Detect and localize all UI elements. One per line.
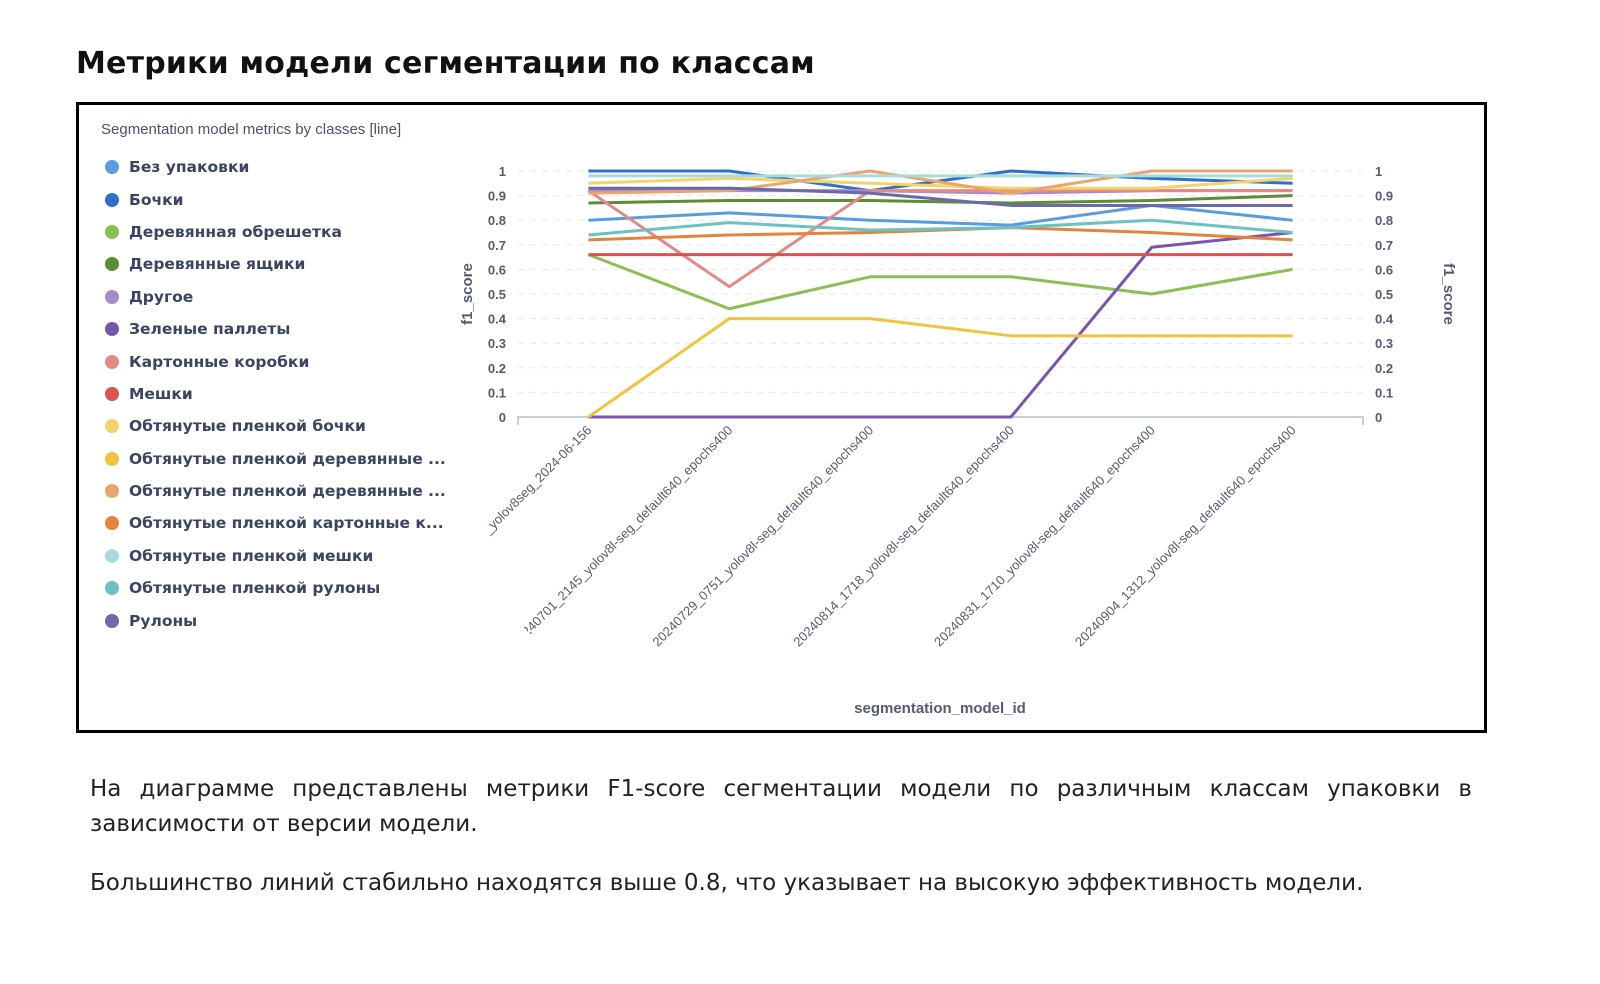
legend-label: Зеленые паллеты bbox=[129, 320, 291, 339]
series-line bbox=[587, 253, 1293, 311]
legend-label: Обтянутые пленкой мешки bbox=[129, 546, 374, 565]
chart-title: Segmentation model metrics by classes [l… bbox=[101, 121, 402, 138]
paragraph-conclusion: Большинство линий стабильно находятся вы… bbox=[90, 870, 1364, 896]
y-right-tick-label: 0.2 bbox=[1375, 361, 1393, 376]
legend-dot-icon bbox=[105, 386, 119, 401]
y-right-tick-label: 0.4 bbox=[1375, 312, 1394, 327]
legend-item[interactable]: Деревянная обрешетка bbox=[103, 216, 446, 248]
page-title: Метрики модели сегментации по классам bbox=[76, 46, 815, 81]
legend-item[interactable]: Обтянутые пленкой бочки bbox=[103, 410, 446, 442]
series-line bbox=[587, 189, 1293, 289]
legend-item[interactable]: Зеленые паллеты bbox=[103, 313, 446, 345]
legend-item[interactable]: Деревянные ящики bbox=[103, 248, 446, 280]
series-line bbox=[588, 186, 1293, 207]
legend-label: Мешки bbox=[129, 384, 193, 403]
legend-dot-icon bbox=[105, 192, 119, 207]
legend-dot-icon bbox=[105, 548, 119, 563]
series-line bbox=[588, 169, 1293, 195]
x-tick-label: 20240701_2145_yolov8l-seg_default640_epo… bbox=[509, 423, 736, 650]
series-line bbox=[588, 218, 1293, 237]
chart-card: Segmentation model metrics by classes [l… bbox=[76, 102, 1487, 733]
legend-dot-icon bbox=[105, 419, 119, 434]
legend-dot-icon bbox=[105, 257, 119, 272]
y-right-tick-label: 0.7 bbox=[1375, 238, 1393, 253]
legend-dot-icon bbox=[105, 484, 119, 499]
legend-dot-icon bbox=[105, 516, 119, 531]
y-tick-label: 0.6 bbox=[488, 262, 506, 277]
y-right-tick-label: 0.6 bbox=[1375, 262, 1393, 277]
y-right-tick-label: 1 bbox=[1375, 164, 1382, 179]
legend-dot-icon bbox=[105, 581, 119, 596]
y-tick-label: 1 bbox=[499, 164, 506, 179]
legend-dot-icon bbox=[105, 160, 119, 175]
series-line bbox=[587, 317, 1293, 419]
legend-label: Обтянутые пленкой рулоны bbox=[129, 579, 381, 598]
y-right-tick-label: 0.1 bbox=[1375, 385, 1393, 400]
x-tick-label: 20240814_1718_yolov8l-seg_default640_epo… bbox=[790, 423, 1017, 650]
legend-item[interactable]: Обтянутые пленкой мешки bbox=[103, 540, 446, 572]
y-tick-label: 0.9 bbox=[488, 189, 506, 204]
y-tick-label: 0.5 bbox=[488, 287, 506, 302]
y-tick-label: 0 bbox=[499, 410, 506, 425]
legend-item[interactable]: Без упаковки bbox=[103, 151, 446, 183]
y-tick-label: 0.3 bbox=[488, 336, 506, 351]
y-tick-label: 0.2 bbox=[488, 361, 506, 376]
legend-label: Деревянные ящики bbox=[129, 255, 306, 274]
y-right-tick-label: 0.8 bbox=[1375, 213, 1393, 228]
y-tick-label: 0.8 bbox=[488, 213, 506, 228]
legend-item[interactable]: Обтянутые пленкой картонные к... bbox=[103, 507, 446, 539]
x-axis-title: segmentation_model_id bbox=[854, 700, 1026, 717]
legend-label: Деревянная обрешетка bbox=[129, 222, 342, 241]
legend: Без упаковки Бочки Деревянная обрешетка Дер… bbox=[103, 151, 446, 637]
legend-label: Обтянутые пленкой деревянные ... bbox=[129, 449, 446, 468]
legend-item[interactable]: Обтянутые пленкой деревянные ... bbox=[103, 475, 446, 507]
legend-item[interactable]: Обтянутые пленкой рулоны bbox=[103, 572, 446, 604]
y-axis-title-right: f1_score bbox=[1440, 263, 1457, 325]
legend-dot-icon bbox=[105, 354, 119, 369]
line-chart: 0 0 0.1 0.1 0.2 0.2 0.3 0.3 0.4 0.4 0.5 0.5 0.6 0.6 0.… bbox=[459, 164, 1457, 717]
y-right-tick-label: 0.5 bbox=[1375, 287, 1393, 302]
legend-label: Обтянутые пленкой бочки bbox=[129, 417, 366, 436]
y-axis-title: f1_score bbox=[459, 263, 476, 325]
x-tick-label: 20240831_1710_yolov8l-seg_default640_epo… bbox=[931, 423, 1158, 650]
legend-dot-icon bbox=[105, 289, 119, 304]
legend-label: Бочки bbox=[129, 190, 184, 209]
y-right-tick-label: 0 bbox=[1375, 410, 1382, 425]
legend-item[interactable]: Бочки bbox=[103, 183, 446, 215]
legend-item[interactable]: Картонные коробки bbox=[103, 345, 446, 377]
x-tick-label: 20240904_1312_yolov8l-seg_default640_epo… bbox=[1072, 423, 1299, 650]
legend-item[interactable]: Рулоны bbox=[103, 604, 446, 636]
legend-label: Другое bbox=[129, 287, 194, 306]
legend-item[interactable]: Обтянутые пленкой деревянные ... bbox=[103, 443, 446, 475]
y-right-tick-label: 0.9 bbox=[1375, 189, 1393, 204]
series-line bbox=[588, 194, 1293, 205]
legend-dot-icon bbox=[105, 451, 119, 466]
legend-dot-icon bbox=[105, 322, 119, 337]
legend-label: Рулоны bbox=[129, 611, 198, 630]
series-line bbox=[588, 231, 1293, 419]
paragraph-description: На диаграмме представлены метрики F1-sco… bbox=[90, 776, 1472, 837]
y-tick-label: 0.4 bbox=[488, 312, 507, 327]
legend-label: Картонные коробки bbox=[129, 352, 310, 371]
legend-dot-icon bbox=[105, 224, 119, 239]
legend-label: Обтянутые пленкой картонные к... bbox=[129, 514, 444, 533]
series-line bbox=[588, 176, 1293, 190]
x-tick-label: 20240729_0751_yolov8l-seg_default640_epo… bbox=[649, 423, 876, 650]
x-tick-label: ata_yolov8seg_2024-06-156 bbox=[467, 423, 594, 550]
legend-item[interactable]: Другое bbox=[103, 281, 446, 313]
legend-item[interactable]: Мешки bbox=[103, 378, 446, 410]
y-right-tick-label: 0.3 bbox=[1375, 336, 1393, 351]
legend-label: Обтянутые пленкой деревянные ... bbox=[129, 482, 446, 501]
series-line bbox=[588, 203, 1293, 227]
y-tick-label: 0.7 bbox=[488, 238, 506, 253]
legend-label: Без упаковки bbox=[129, 158, 250, 177]
y-tick-label: 0.1 bbox=[488, 385, 506, 400]
legend-dot-icon bbox=[105, 613, 119, 628]
